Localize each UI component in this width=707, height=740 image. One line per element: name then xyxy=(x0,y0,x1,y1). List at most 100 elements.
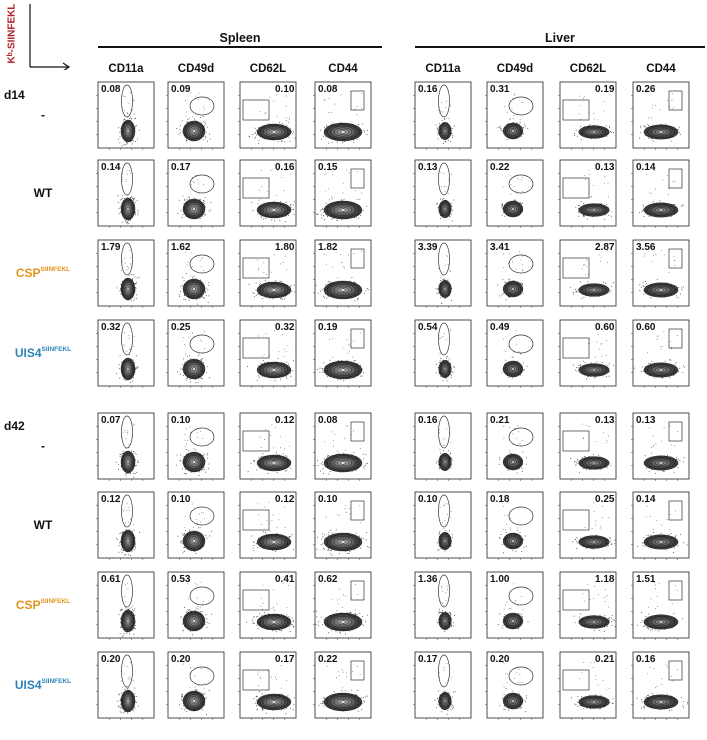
timepoint-label: d14 xyxy=(4,88,25,102)
flow-plot-spleen-cd44: 0.10 xyxy=(313,491,372,560)
flow-plot-spleen-cd11a: 0.61 xyxy=(96,571,155,640)
gate-percentage: 0.25 xyxy=(595,494,615,505)
marker-header-cd49d: CD49d xyxy=(496,63,534,75)
condition-name: CSP xyxy=(15,266,41,280)
contour-plot xyxy=(558,412,617,481)
flow-plot-liver-cd49d: 0.49 xyxy=(485,319,544,388)
condition-name: CSP xyxy=(15,598,41,612)
contour-plot xyxy=(313,319,372,388)
contour-plot xyxy=(413,81,472,150)
condition-superscript: SIINFEKL xyxy=(40,598,71,605)
flow-plot-spleen-cd44: 0.22 xyxy=(313,651,372,720)
gate-percentage: 0.08 xyxy=(101,84,121,95)
flow-plot-liver-cd62l: 2.87 xyxy=(558,239,617,308)
marker-header-cd11a: CD11a xyxy=(108,63,144,75)
flow-plot-spleen-cd11a: 0.12 xyxy=(96,491,155,560)
flow-plot-liver-cd44: 1.51 xyxy=(631,571,690,640)
contour-plot xyxy=(631,239,690,308)
flow-plot-spleen-cd62l: 0.12 xyxy=(238,491,297,560)
contour-plot xyxy=(413,239,472,308)
flow-plot-spleen-cd62l: 0.17 xyxy=(238,651,297,720)
tissue-header-spleen: Spleen xyxy=(219,31,261,45)
condition-superscript: SIINFEKL xyxy=(40,266,71,273)
spleen-underline xyxy=(98,46,382,48)
gate-percentage: 2.87 xyxy=(595,242,615,253)
contour-plot xyxy=(558,571,617,640)
marker-header-cd62l: CD62L xyxy=(569,63,607,75)
gate-percentage: 0.10 xyxy=(318,494,338,505)
contour-plot xyxy=(631,412,690,481)
gate-percentage: 0.07 xyxy=(101,415,121,426)
flow-plot-liver-cd49d: 0.20 xyxy=(485,651,544,720)
flow-plot-spleen-cd49d: 0.09 xyxy=(166,81,225,150)
marker-header-cd11a: CD11a xyxy=(425,63,461,75)
contour-plot xyxy=(166,571,225,640)
contour-plot xyxy=(485,491,544,560)
contour-plot xyxy=(413,651,472,720)
condition-label: CSPSIINFEKL xyxy=(4,266,82,280)
axis-arrows xyxy=(29,4,71,70)
flow-plot-spleen-cd62l: 0.12 xyxy=(238,412,297,481)
gate-percentage: 0.10 xyxy=(171,494,191,505)
gate-percentage: 0.13 xyxy=(595,415,615,426)
timepoint-label: d42 xyxy=(4,419,25,433)
flow-plot-liver-cd11a: 3.39 xyxy=(413,239,472,308)
gate-percentage: 0.19 xyxy=(595,84,615,95)
gate-percentage: 0.10 xyxy=(275,84,295,95)
contour-plot xyxy=(238,651,297,720)
gate-percentage: 0.49 xyxy=(490,322,510,333)
y-axis-label: Kᵇ-SIINFEKL xyxy=(4,2,24,72)
gate-percentage: 0.14 xyxy=(636,494,656,505)
flow-plot-spleen-cd49d: 0.10 xyxy=(166,412,225,481)
flow-plot-spleen-cd11a: 0.14 xyxy=(96,159,155,228)
y-axis-label-text: Kᵇ-SIINFEKL xyxy=(6,3,18,64)
condition-label: UIS4SIINFEKL xyxy=(4,346,82,360)
gate-percentage: 1.18 xyxy=(595,574,615,585)
contour-plot xyxy=(313,81,372,150)
flow-plot-liver-cd62l: 0.13 xyxy=(558,159,617,228)
condition-name: - xyxy=(41,108,45,122)
flow-plot-liver-cd44: 3.56 xyxy=(631,239,690,308)
gate-percentage: 0.10 xyxy=(418,494,438,505)
contour-plot xyxy=(166,81,225,150)
flow-plot-spleen-cd49d: 0.10 xyxy=(166,491,225,560)
flow-plot-spleen-cd49d: 0.20 xyxy=(166,651,225,720)
flow-plot-spleen-cd11a: 0.20 xyxy=(96,651,155,720)
flow-plot-liver-cd11a: 0.16 xyxy=(413,81,472,150)
contour-plot xyxy=(485,319,544,388)
flow-plot-spleen-cd44: 0.15 xyxy=(313,159,372,228)
marker-header-cd49d: CD49d xyxy=(177,63,215,75)
contour-plot xyxy=(631,81,690,150)
condition-superscript: SIINFEKL xyxy=(41,346,72,353)
contour-plot xyxy=(558,159,617,228)
gate-percentage: 0.13 xyxy=(595,162,615,173)
condition-label: - xyxy=(4,439,82,453)
gate-percentage: 0.20 xyxy=(490,654,510,665)
contour-plot xyxy=(96,239,155,308)
flow-plot-spleen-cd62l: 0.16 xyxy=(238,159,297,228)
gate-percentage: 0.18 xyxy=(490,494,510,505)
contour-plot xyxy=(485,81,544,150)
contour-plot xyxy=(413,412,472,481)
gate-percentage: 0.60 xyxy=(636,322,656,333)
gate-percentage: 3.39 xyxy=(418,242,438,253)
condition-label: - xyxy=(4,108,82,122)
gate-percentage: 0.21 xyxy=(490,415,510,426)
condition-label: CSPSIINFEKL xyxy=(4,598,82,612)
contour-plot xyxy=(313,651,372,720)
contour-plot xyxy=(631,159,690,228)
gate-percentage: 0.16 xyxy=(636,654,656,665)
contour-plot xyxy=(485,571,544,640)
flow-plot-spleen-cd44: 0.08 xyxy=(313,412,372,481)
flow-plot-liver-cd62l: 0.13 xyxy=(558,412,617,481)
contour-plot xyxy=(558,239,617,308)
contour-plot xyxy=(558,81,617,150)
flow-plot-liver-cd44: 0.60 xyxy=(631,319,690,388)
contour-plot xyxy=(238,412,297,481)
contour-plot xyxy=(485,412,544,481)
gate-percentage: 0.20 xyxy=(101,654,121,665)
contour-plot xyxy=(96,651,155,720)
gate-percentage: 0.17 xyxy=(275,654,295,665)
contour-plot xyxy=(238,81,297,150)
flow-plot-spleen-cd62l: 0.32 xyxy=(238,319,297,388)
